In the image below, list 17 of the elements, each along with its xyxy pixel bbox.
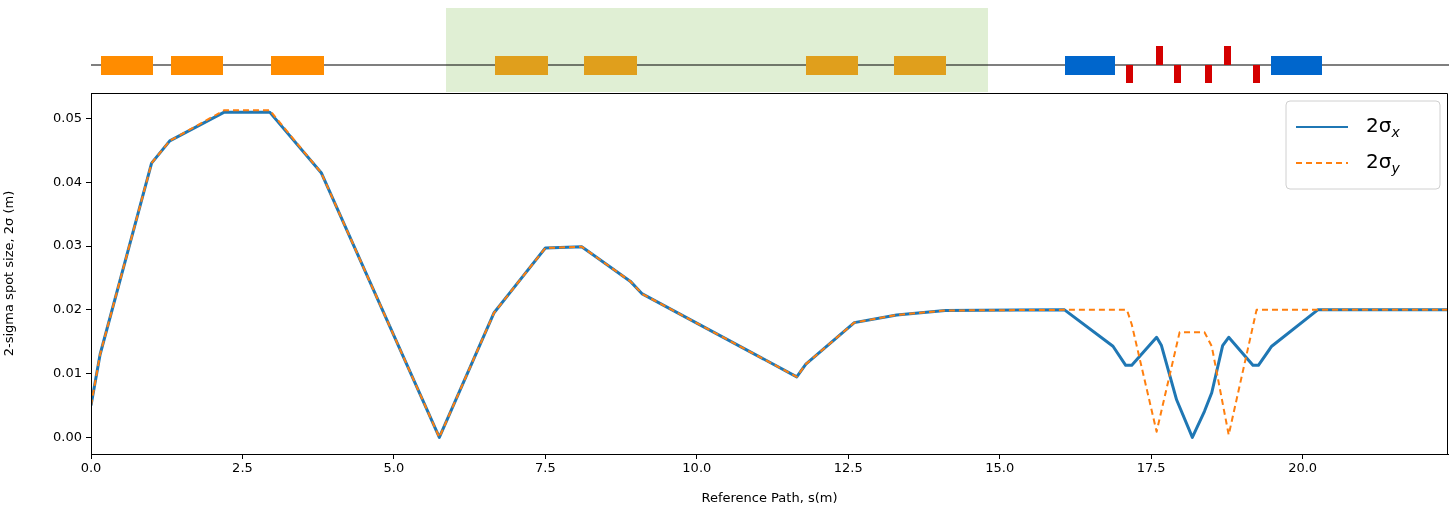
y-tick-label: 0.01 bbox=[53, 365, 82, 381]
y-tick-label: 0.02 bbox=[53, 301, 82, 317]
y-tick-label: 0.04 bbox=[53, 173, 82, 189]
x-tick-label: 20.0 bbox=[1288, 460, 1318, 476]
x-axis-title: Reference Path, s(m) bbox=[701, 489, 838, 505]
x-tick-label: 5.0 bbox=[383, 460, 405, 476]
x-tick-label: 15.0 bbox=[985, 460, 1015, 476]
x-tick-label: 2.5 bbox=[232, 460, 253, 476]
y-axis-title: 2-sigma spot size, 2σ (m) bbox=[1, 190, 17, 357]
x-tick-label: 10.0 bbox=[682, 460, 712, 476]
y-tick-label: 0.00 bbox=[53, 428, 82, 444]
y-tick-label: 0.03 bbox=[53, 237, 82, 253]
y-tick-label: 0.05 bbox=[53, 109, 82, 125]
x-tick-label: 0.0 bbox=[80, 460, 102, 476]
x-tick-label: 17.5 bbox=[1136, 460, 1166, 476]
x-tick-label: 7.5 bbox=[535, 460, 556, 476]
x-tick-label: 12.5 bbox=[833, 460, 863, 476]
